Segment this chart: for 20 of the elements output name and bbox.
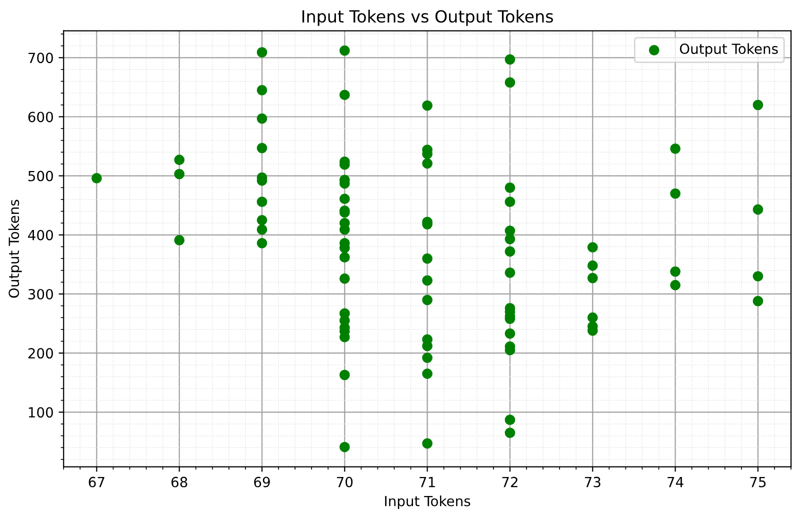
x-tick-label: 70 <box>336 476 353 488</box>
y-tick-label: 300 <box>28 288 53 300</box>
x-axis-title: Input Tokens <box>385 496 470 509</box>
x-tick-label: 68 <box>171 476 188 488</box>
x-tick-label: 69 <box>254 476 270 488</box>
y-axis-title: Output Tokens <box>8 200 22 298</box>
y-tick-label: 700 <box>28 52 53 64</box>
x-tick-label: 74 <box>668 476 684 488</box>
x-tick-label: 71 <box>420 476 435 488</box>
y-tick-label: 500 <box>28 170 53 182</box>
x-tick-label: 75 <box>750 476 766 488</box>
y-tick-label: 100 <box>28 407 53 418</box>
chart-title: Input Tokens vs Output Tokens <box>302 10 553 26</box>
x-tick-label: 73 <box>584 476 600 488</box>
x-tick-label: 72 <box>502 476 518 488</box>
y-tick-label: 600 <box>28 112 53 122</box>
legend-label: Output Tokens <box>680 43 778 57</box>
x-tick-label: 67 <box>88 476 104 488</box>
y-tick-label: 200 <box>28 348 53 359</box>
y-tick-label: 400 <box>28 230 53 240</box>
